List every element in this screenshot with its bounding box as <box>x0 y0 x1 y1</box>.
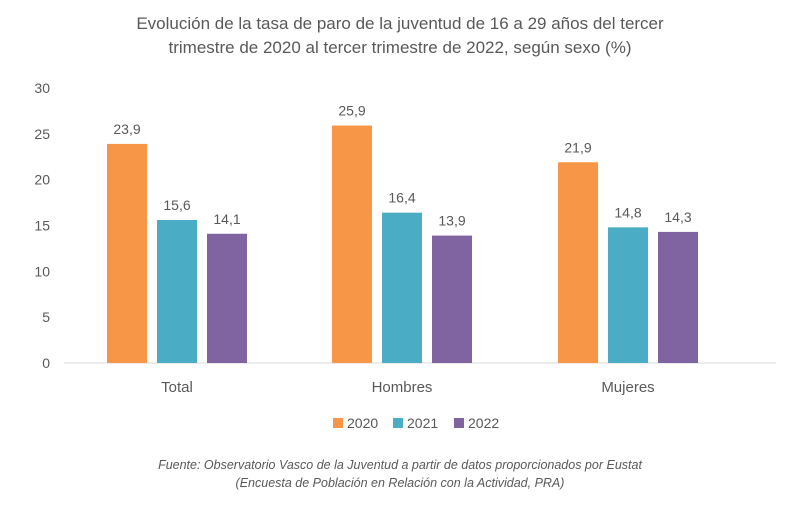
data-label: 16,4 <box>388 190 415 206</box>
data-label: 23,9 <box>113 121 140 137</box>
data-label: 14,8 <box>614 204 641 220</box>
legend-swatch-2020 <box>333 418 343 428</box>
bar-2022 <box>207 233 247 363</box>
y-tick-label: 25 <box>34 126 50 142</box>
y-tick-label: 0 <box>42 355 50 371</box>
data-label: 25,9 <box>338 103 365 119</box>
x-tick-label: Total <box>161 379 193 396</box>
data-label: 14,1 <box>213 211 240 227</box>
data-label: 13,9 <box>438 213 465 229</box>
title-line-1: Evolución de la tasa de paro de la juven… <box>136 14 664 33</box>
legend-label: 2022 <box>468 415 499 431</box>
source-line-2: (Encuesta de Población en Relación con l… <box>235 476 565 490</box>
chart-title: Evolución de la tasa de paro de la juven… <box>0 12 800 60</box>
bar-2020 <box>107 143 147 363</box>
legend-swatch-2022 <box>454 418 464 428</box>
bar-2020 <box>558 162 598 363</box>
source-line-1: Fuente: Observatorio Vasco de la Juventu… <box>158 458 642 472</box>
bar-2020 <box>332 125 372 363</box>
title-line-2: trimestre de 2020 al tercer trimestre de… <box>168 38 632 57</box>
data-label: 15,6 <box>163 197 190 213</box>
bar-2021 <box>382 212 422 363</box>
y-tick-label: 5 <box>42 309 50 325</box>
x-tick-label: Mujeres <box>601 379 654 396</box>
legend-swatch-2021 <box>393 418 403 428</box>
legend-label: 2021 <box>407 415 438 431</box>
bar-2021 <box>157 220 197 363</box>
y-tick-label: 10 <box>34 263 50 279</box>
y-tick-label: 30 <box>34 80 50 96</box>
bar-2022 <box>432 235 472 363</box>
source-note: Fuente: Observatorio Vasco de la Juventu… <box>0 456 800 492</box>
y-tick-label: 15 <box>34 218 50 234</box>
x-tick-label: Hombres <box>372 379 433 396</box>
bar-2022 <box>658 231 698 363</box>
data-label: 21,9 <box>564 139 591 155</box>
y-tick-label: 20 <box>34 172 50 188</box>
data-label: 14,3 <box>664 209 691 225</box>
bar-2021 <box>608 227 648 363</box>
legend-label: 2020 <box>347 415 378 431</box>
